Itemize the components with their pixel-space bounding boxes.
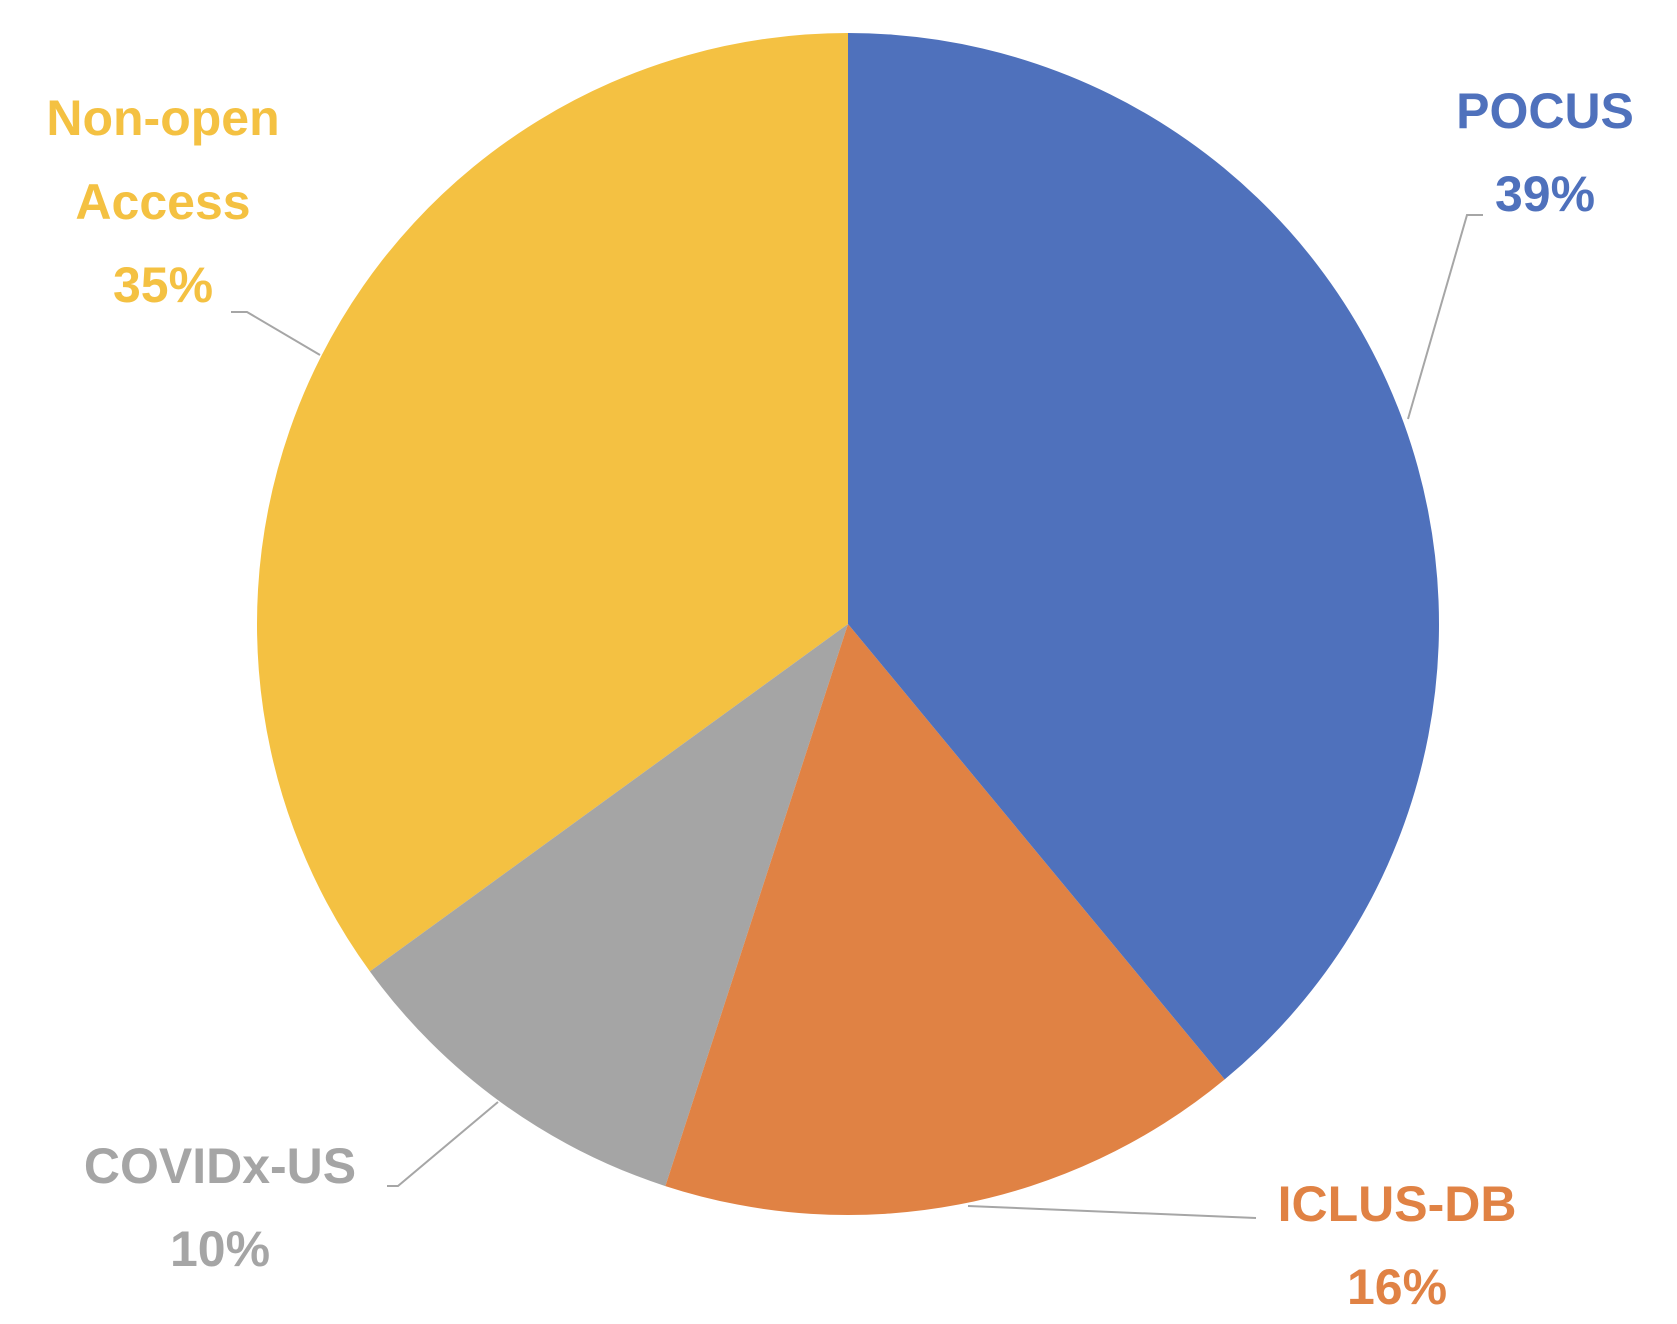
leader-line	[387, 1101, 499, 1187]
value-label: 16%	[1346, 1259, 1448, 1315]
leader-line	[967, 1205, 1257, 1219]
pie-slice	[369, 624, 848, 1187]
pie-slice	[256, 32, 848, 972]
slice-label: ICLUS-DB	[1277, 1176, 1517, 1232]
slice-label: POCUS	[1456, 83, 1634, 139]
value-label: 39%	[1494, 166, 1596, 222]
slice-label: Non-open Access	[46, 90, 280, 230]
value-label: 10%	[169, 1221, 271, 1277]
pie-slice	[665, 624, 1225, 1215]
value-label: 35%	[112, 257, 214, 313]
leader-line	[231, 311, 321, 356]
pie-slice	[848, 33, 1439, 1080]
leader-line	[1407, 214, 1483, 420]
slice-label: COVIDx-US	[83, 1138, 357, 1194]
